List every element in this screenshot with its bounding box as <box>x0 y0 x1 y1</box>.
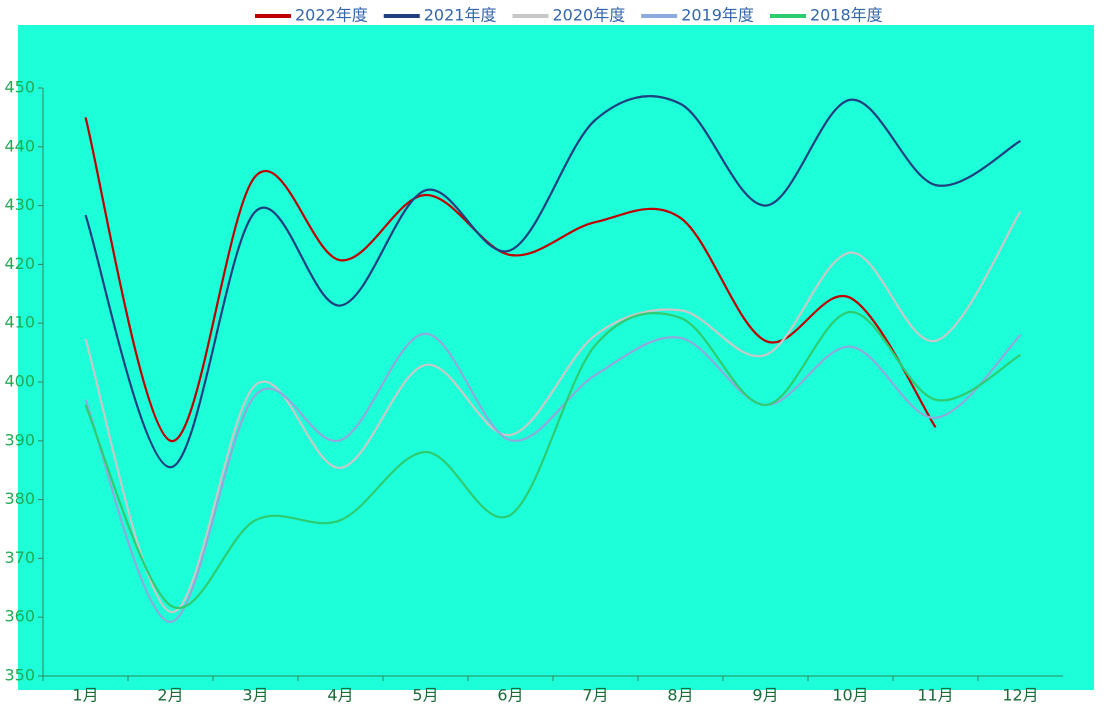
legend-label: 2022年度 <box>295 6 368 25</box>
x-tick-label: 8月 <box>667 686 693 705</box>
x-tick-label: 3月 <box>242 686 268 705</box>
legend-label: 2021年度 <box>424 6 497 25</box>
y-tick-label: 350 <box>4 666 35 685</box>
x-tick-label: 12月 <box>1002 686 1038 705</box>
y-tick-label: 390 <box>4 430 35 449</box>
series-line <box>84 310 1022 610</box>
y-tick-label: 440 <box>4 136 35 155</box>
series-line <box>84 210 1022 614</box>
x-tick-label: 1月 <box>72 686 98 705</box>
y-tick-label: 370 <box>4 548 35 567</box>
x-tick-label: 7月 <box>582 686 608 705</box>
legend-label: 2019年度 <box>681 6 754 25</box>
y-tick-label: 380 <box>4 489 35 508</box>
y-tick-label: 400 <box>4 372 35 391</box>
x-tick-label: 6月 <box>497 686 523 705</box>
x-tick-label: 10月 <box>832 686 868 705</box>
series-line <box>84 332 1022 624</box>
x-tick-label: 2月 <box>157 686 183 705</box>
x-tick-label: 5月 <box>412 686 438 705</box>
x-tick-label: 11月 <box>917 686 953 705</box>
y-tick-label: 420 <box>4 254 35 273</box>
plot-background <box>18 25 1094 690</box>
y-tick-label: 360 <box>4 607 35 626</box>
series-line <box>84 95 1022 469</box>
y-tick-label: 410 <box>4 313 35 332</box>
x-tick-label: 9月 <box>752 686 778 705</box>
y-tick-label: 450 <box>4 78 35 97</box>
y-tick-label: 430 <box>4 195 35 214</box>
legend: 2022年度 2021年度 2020年度 2019年度 2018年度 <box>255 6 883 25</box>
x-tick-label: 4月 <box>327 686 353 705</box>
legend-label: 2018年度 <box>810 6 883 25</box>
legend-label: 2020年度 <box>552 6 625 25</box>
